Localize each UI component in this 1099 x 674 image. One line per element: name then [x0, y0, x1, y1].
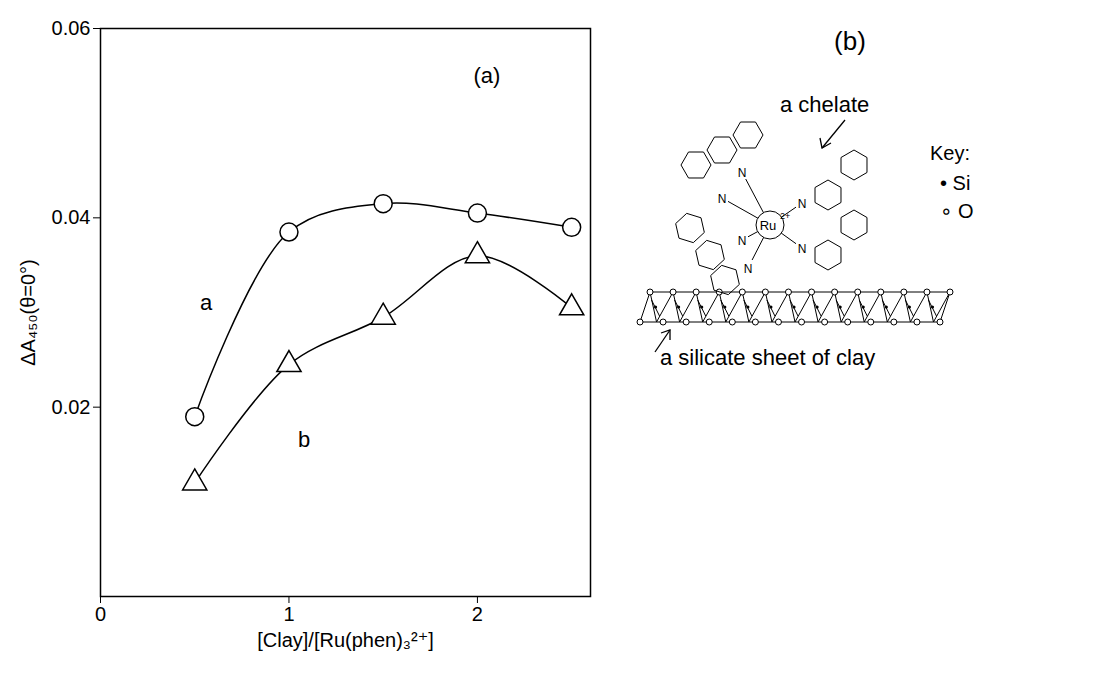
svg-text:[Clay]/[Ru(phen)₃²⁺]: [Clay]/[Ru(phen)₃²⁺] [257, 629, 434, 651]
svg-text:N: N [738, 234, 747, 248]
svg-text:1: 1 [283, 603, 294, 625]
svg-text:ΔA₄₅₀(θ=0°): ΔA₄₅₀(θ=0°) [17, 259, 39, 365]
svg-text:• Si: • Si [940, 172, 970, 194]
svg-text:0.04: 0.04 [52, 206, 91, 228]
svg-text:b: b [298, 427, 310, 452]
svg-text:(a): (a) [473, 63, 500, 88]
svg-text:N: N [798, 242, 807, 256]
svg-text:∘ O: ∘ O [940, 200, 974, 222]
svg-text:N: N [738, 166, 747, 180]
svg-text:a: a [200, 290, 213, 315]
svg-text:0.02: 0.02 [52, 396, 91, 418]
svg-text:N: N [798, 197, 807, 211]
svg-text:a chelate: a chelate [780, 92, 869, 117]
svg-text:Ru: Ru [760, 218, 777, 233]
svg-text:0: 0 [95, 603, 106, 625]
svg-text:a silicate sheet of clay: a silicate sheet of clay [660, 345, 875, 370]
svg-text:N: N [744, 262, 753, 276]
svg-text:0.06: 0.06 [52, 17, 91, 39]
svg-text:N: N [718, 192, 727, 206]
svg-text:Key:: Key: [930, 142, 970, 164]
svg-text:2+: 2+ [780, 211, 790, 221]
svg-text:2: 2 [472, 603, 483, 625]
svg-text:(b): (b) [834, 26, 866, 56]
